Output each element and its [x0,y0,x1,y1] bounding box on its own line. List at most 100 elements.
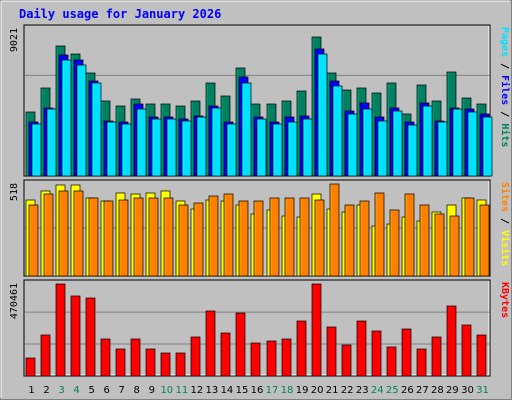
legend-item-visits: Visits [499,230,511,266]
legend-separator: / [499,212,510,230]
bar-kbytes [190,336,201,377]
bar-sites [103,200,114,277]
bar-pages [61,59,72,177]
legend-item-kbytes: KBytes [499,282,510,318]
x-tick-label: 17 [266,385,279,396]
x-tick-label: 19 [296,385,309,396]
bar-pages [46,108,57,177]
bar-pages [377,120,388,177]
bar-pages [467,111,478,177]
bar-sites [449,215,460,277]
bar-kbytes [55,283,66,377]
bar-pages [302,118,313,177]
bar-sites [419,204,430,277]
bar-kbytes [281,338,292,377]
bar-sites [193,202,204,277]
x-tick-label: 27 [416,385,429,396]
bar-kbytes [296,320,307,377]
bar-kbytes [145,348,156,377]
bar-pages [362,108,373,177]
bar-pages [196,116,207,177]
bar-sites [208,195,219,277]
bar-kbytes [160,352,171,377]
bar-sites [314,199,325,277]
bar-kbytes [341,344,352,377]
bar-kbytes [311,283,322,377]
bar-kbytes [85,297,96,377]
bar-pages [422,105,433,177]
legend-requests: Pages / Files / Hits [499,27,511,147]
bar-sites [43,193,54,277]
bar-kbytes [431,336,442,377]
bar-kbytes [115,348,126,377]
bar-kbytes [326,326,337,377]
bar-sites [223,193,234,277]
x-tick-label: 22 [341,385,354,396]
x-tick-label: 31 [476,385,489,396]
bar-kbytes [205,310,216,377]
bar-pages [31,123,42,177]
bar-pages [211,107,222,177]
legend-item-files: Files [499,75,511,105]
bar-sites [479,204,490,277]
x-tick-label: 11 [175,385,188,396]
bar-sites [404,193,415,277]
bar-kbytes [476,334,487,377]
bar-sites [374,192,385,277]
bar-sites [133,197,144,277]
x-tick-label: 9 [149,385,155,396]
bar-pages [317,53,328,177]
x-tick-label: 21 [326,385,339,396]
chart-title: Daily usage for January 2026 [19,7,221,21]
bar-sites [299,197,310,277]
bar-sites [344,204,355,277]
bar-sites [284,197,295,277]
panel-kbytes: 470461 KBytes [9,279,510,377]
bar-kbytes [446,305,457,377]
bar-kbytes [235,312,246,377]
bar-sites [148,197,159,277]
x-tick-label: 24 [371,385,384,396]
bar-sites [88,197,99,277]
x-tick-label: 23 [356,385,369,396]
bar-pages [136,108,147,177]
x-tick-label: 29 [446,385,459,396]
x-tick-label: 16 [251,385,264,396]
bar-pages [437,121,448,177]
x-tick-label: 18 [281,385,294,396]
bar-kbytes [401,328,412,377]
bar-pages [452,108,463,177]
bar-pages [121,123,132,177]
legend-item-sites: Sites [499,182,511,212]
x-tick-label: 4 [73,385,79,396]
y-max-label: 9021 [9,28,20,52]
bar-sites [118,199,129,277]
bar-sites [253,200,264,277]
bar-sites [58,190,69,277]
bar-sites [359,200,370,277]
bar-pages [76,64,87,177]
x-tick-label: 3 [58,385,64,396]
legend-sites: Sites / Visits [499,182,511,266]
bar-kbytes [356,320,367,377]
bar-pages [106,121,117,177]
x-tick-label: 1 [28,385,34,396]
bar-pages [392,110,403,177]
x-tick-label: 12 [191,385,204,396]
bar-kbytes [70,295,81,377]
legend-item-pages: Pages [499,27,510,57]
x-tick-label: 20 [311,385,324,396]
x-tick-label: 14 [221,385,234,396]
y-max-label: 470461 [9,283,20,319]
legend-kbytes: KBytes [499,282,510,318]
bar-pages [241,82,252,177]
bar-sites [178,204,189,277]
x-tick-label: 13 [206,385,219,396]
bar-sites [163,197,174,277]
bar-kbytes [220,332,231,377]
bar-kbytes [25,357,36,377]
bar-kbytes [266,340,277,377]
legend-separator: / [499,57,510,75]
x-tick-label: 15 [236,385,249,396]
